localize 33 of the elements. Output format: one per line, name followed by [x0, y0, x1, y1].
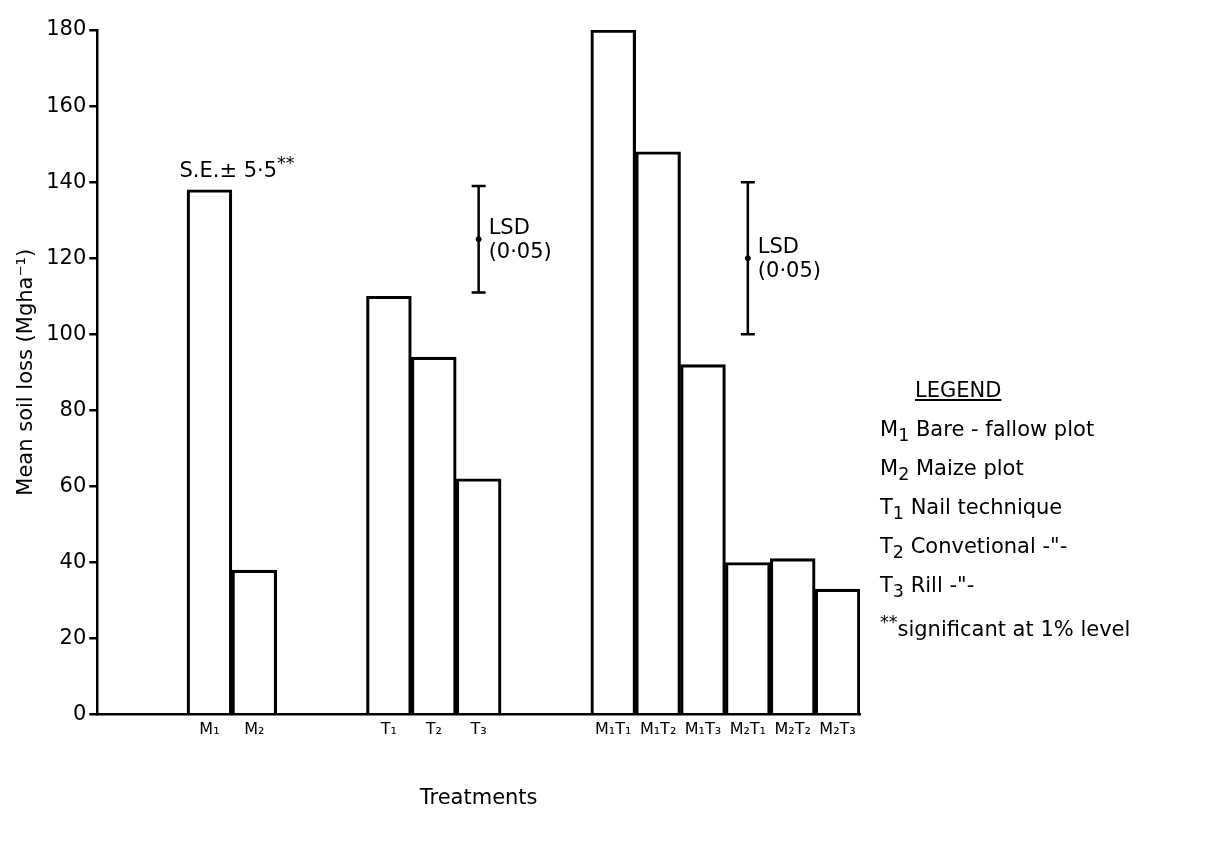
- text: M$_{1}$ Bare - fallow plot: [880, 417, 1095, 446]
- text: $^{**}$significant at 1% level: [880, 612, 1131, 641]
- annotation: LSD (0·05): [488, 215, 552, 264]
- x-tick-label: M₁T₂: [639, 719, 677, 739]
- x-tick-label: M₂T₂: [774, 719, 811, 739]
- text: T$_{2}$ Convetional -"-: [880, 534, 1068, 563]
- y-tick-label: 0: [72, 701, 87, 726]
- x-tick-label: T₃: [469, 719, 487, 739]
- x-tick-label: M₁T₁: [595, 719, 632, 739]
- y-tick-label: 120: [46, 244, 87, 269]
- y-tick-label: 40: [59, 548, 87, 573]
- text: LEGEND: [915, 378, 1002, 402]
- y-tick-label: 20: [59, 624, 87, 649]
- y-tick-label: 180: [46, 16, 87, 41]
- y-tick-label: 100: [46, 320, 87, 345]
- x-axis-title: Treatments: [418, 784, 538, 809]
- y-tick-label: 160: [46, 92, 87, 117]
- x-tick-label: T₂: [424, 719, 442, 739]
- x-tick-label: M₁T₃: [684, 719, 722, 739]
- text: T$_{3}$ Rill -"-: [880, 573, 975, 602]
- y-axis-title: Mean soil loss (Mgha⁻¹): [13, 248, 38, 496]
- y-tick-label: 60: [59, 472, 87, 497]
- x-tick-label: M₂T₃: [819, 719, 856, 739]
- y-tick-label: 140: [46, 168, 87, 193]
- text: M$_{2}$ Maize plot: [880, 456, 1024, 485]
- annotation: LSD (0·05): [757, 234, 821, 283]
- x-tick-label: M₁: [199, 719, 220, 739]
- x-tick-label: T₁: [379, 719, 397, 739]
- x-tick-label: M₂T₁: [729, 719, 767, 739]
- text: T$_{1}$ Nail technique: [880, 495, 1063, 524]
- annotation: S.E.± 5·5$^{**}$: [179, 152, 295, 182]
- x-tick-label: M₂: [244, 719, 265, 739]
- y-tick-label: 80: [59, 396, 87, 421]
